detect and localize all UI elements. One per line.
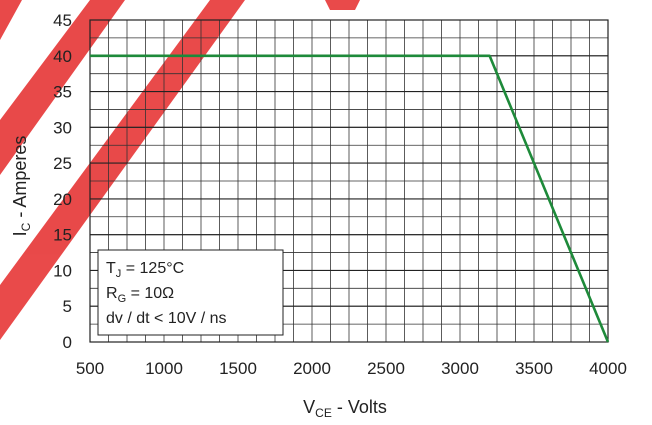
x-tick-label: 2000 <box>293 359 331 378</box>
y-tick-label: 35 <box>53 83 72 102</box>
condition-tj: TJ = 125°C <box>106 260 184 280</box>
x-tick-label: 3500 <box>515 359 553 378</box>
series-line <box>90 54 610 343</box>
condition-dvdt: dv / dt < 10V / ns <box>106 310 227 327</box>
condition-rg: RG = 10Ω <box>106 285 174 305</box>
y-tick-label: 15 <box>53 226 72 245</box>
x-tick-label: 1500 <box>219 359 257 378</box>
y-tick-labels: 0 5 10 15 20 25 30 35 40 45 <box>53 11 72 352</box>
x-tick-label: 3000 <box>441 359 479 378</box>
y-tick-label: 30 <box>53 118 72 137</box>
y-tick-label: 10 <box>53 261 72 280</box>
y-tick-label: 40 <box>53 47 72 66</box>
y-tick-label: 25 <box>53 154 72 173</box>
y-tick-label: 45 <box>53 11 72 30</box>
x-tick-label: 4000 <box>589 359 627 378</box>
plot-frame <box>89 19 609 343</box>
conditions-box: TJ = 125°C RG = 10Ω dv / dt < 10V / ns <box>97 249 284 336</box>
watermark <box>0 0 360 340</box>
x-tick-labels: 500 1000 1500 2000 2500 3000 3500 4000 <box>76 359 627 378</box>
x-tick-label: 500 <box>76 359 104 378</box>
y-tick-label: 20 <box>53 190 72 209</box>
x-axis-label: VCE - Volts <box>303 397 387 420</box>
y-tick-label: 5 <box>63 297 72 316</box>
series-layer <box>90 54 610 343</box>
x-tick-label: 2500 <box>367 359 405 378</box>
y-tick-label: 0 <box>63 333 72 352</box>
y-axis-label: IC - Amperes <box>10 136 33 237</box>
x-tick-label: 1000 <box>145 359 183 378</box>
